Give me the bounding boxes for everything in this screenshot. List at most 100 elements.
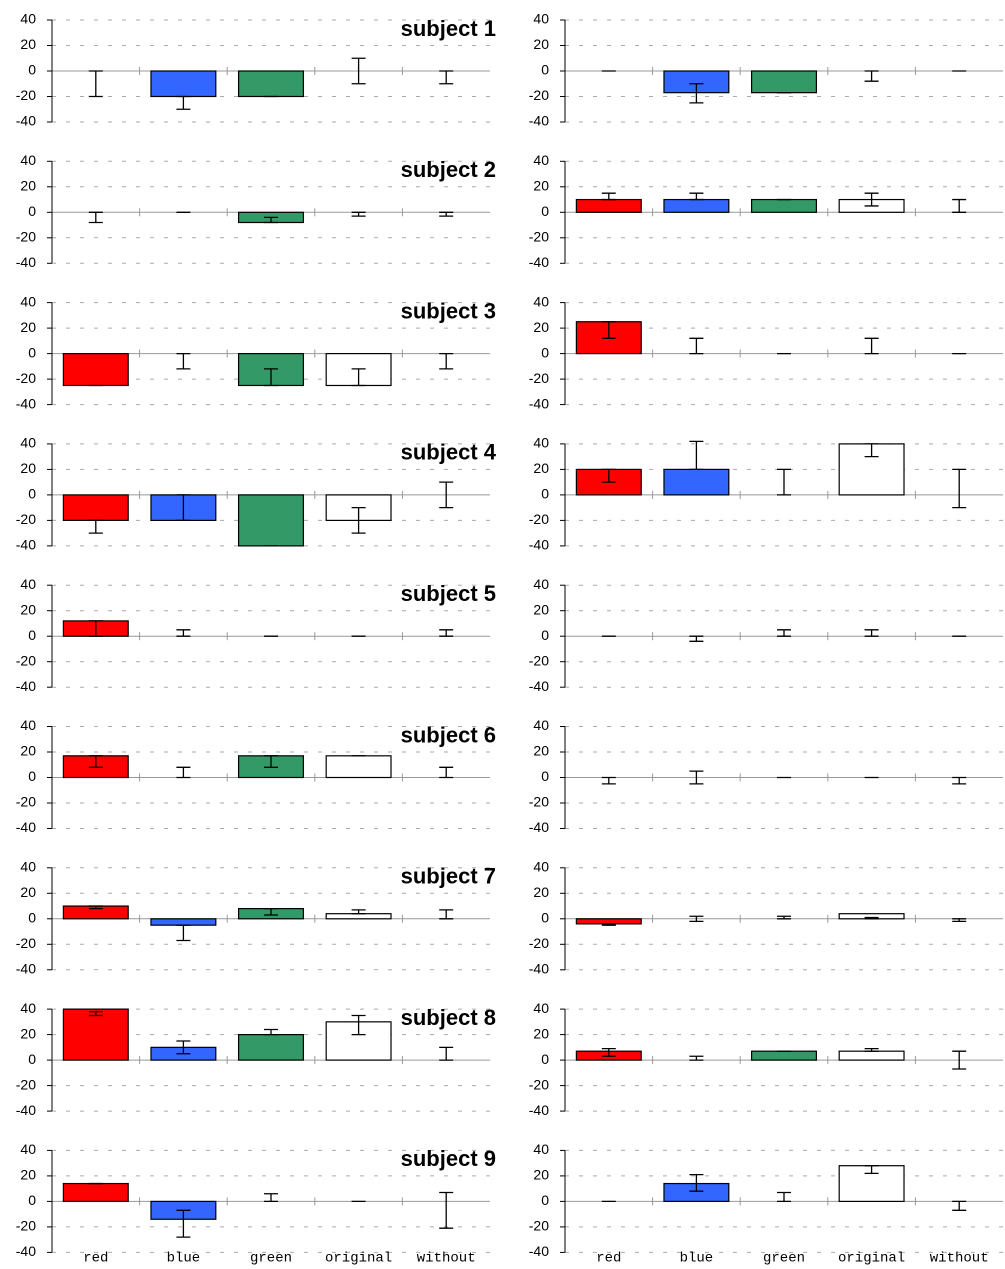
y-tick-label: 20	[533, 884, 549, 900]
error-bar	[777, 468, 791, 496]
y-tick-label: -20	[529, 370, 549, 386]
error-bar	[176, 1209, 191, 1238]
error-bar	[439, 481, 454, 509]
error-bar	[176, 629, 191, 637]
panel-title: subject 2	[401, 157, 496, 182]
panel-title: subject 5	[401, 581, 496, 606]
error-bar	[689, 1173, 704, 1192]
error-bar	[439, 352, 454, 370]
y-tick-label: -20	[16, 87, 36, 103]
y-tick-label: -40	[529, 1243, 549, 1259]
error-bar	[601, 923, 616, 926]
y-tick-label: 40	[533, 859, 549, 875]
error-bar	[439, 1191, 454, 1229]
y-tick-label: -40	[529, 819, 549, 835]
x-tick-label: blue	[680, 1251, 714, 1267]
x-tick-label: without	[417, 1251, 476, 1267]
bar	[750, 70, 818, 94]
y-tick-label: -40	[529, 678, 549, 694]
error-bar	[351, 1014, 366, 1036]
y-tick-label: 0	[28, 62, 36, 78]
y-tick-label: -20	[529, 1076, 549, 1092]
y-tick-label: -40	[16, 113, 36, 129]
y-tick-label: 40	[533, 1141, 549, 1157]
error-bar	[864, 337, 879, 355]
error-bar	[88, 519, 103, 534]
error-bar	[601, 776, 616, 785]
y-tick-label: -40	[529, 113, 549, 129]
error-bar	[176, 924, 191, 942]
y-tick-label: 0	[28, 1051, 36, 1067]
y-tick-label: -20	[529, 652, 549, 668]
y-tick-label: 20	[533, 36, 549, 52]
error-bar	[777, 1191, 791, 1203]
panel-title: subject 1	[401, 16, 496, 41]
y-tick-label: -20	[529, 229, 549, 245]
error-bar	[689, 770, 704, 785]
error-bar	[601, 1047, 616, 1057]
error-bar	[439, 766, 454, 779]
y-tick-label: 20	[533, 1167, 549, 1183]
error-bar	[351, 909, 366, 915]
bar	[663, 198, 730, 213]
bar	[237, 70, 305, 98]
x-tick-label: green	[763, 1251, 805, 1267]
error-bar	[176, 494, 191, 522]
error-bar	[439, 211, 454, 217]
y-tick-label: 20	[533, 319, 549, 335]
bar	[575, 918, 642, 925]
y-tick-label: 20	[20, 460, 36, 476]
error-bar	[88, 755, 103, 768]
y-tick-label: -20	[16, 229, 36, 245]
y-tick-label: -40	[529, 537, 549, 553]
y-tick-label: 20	[533, 743, 549, 759]
x-tick-label: green	[250, 1251, 292, 1267]
error-bar	[264, 1028, 278, 1036]
error-bar	[176, 352, 191, 370]
error-bar	[689, 440, 704, 471]
y-tick-label: 0	[541, 627, 549, 643]
y-tick-label: -40	[16, 395, 36, 411]
x-tick-label: blue	[167, 1251, 201, 1267]
y-tick-label: 0	[541, 768, 549, 784]
error-bar	[689, 192, 704, 201]
error-bar	[351, 211, 366, 217]
bar	[62, 353, 129, 387]
y-tick-label: 40	[20, 11, 36, 27]
y-tick-label: -40	[16, 537, 36, 553]
y-tick-label: 40	[20, 859, 36, 875]
x-tick-label: red	[83, 1251, 108, 1267]
error-bar	[864, 916, 879, 920]
bar	[750, 1050, 818, 1061]
bar	[750, 198, 818, 213]
y-tick-label: -40	[16, 1243, 36, 1259]
y-tick-label: 40	[20, 717, 36, 733]
error-bar	[952, 776, 967, 785]
y-tick-label: 40	[533, 11, 549, 27]
x-tick-label: red	[596, 1251, 621, 1267]
error-bar	[864, 1047, 879, 1052]
y-tick-label: 40	[20, 1000, 36, 1016]
y-tick-label: 0	[28, 768, 36, 784]
y-tick-label: -40	[16, 678, 36, 694]
y-tick-label: -40	[529, 395, 549, 411]
y-tick-label: 40	[20, 1141, 36, 1157]
y-tick-label: 0	[541, 486, 549, 502]
bar	[62, 1182, 129, 1203]
panel-title: subject 6	[401, 722, 496, 747]
error-bar	[864, 192, 879, 207]
bar	[237, 494, 305, 547]
y-tick-label: 0	[541, 203, 549, 219]
error-bar	[689, 915, 704, 922]
error-bar	[88, 620, 103, 637]
y-tick-label: 0	[28, 486, 36, 502]
y-tick-label: -20	[16, 794, 36, 810]
y-tick-label: 20	[20, 319, 36, 335]
y-tick-label: 0	[541, 1192, 549, 1208]
error-bar	[439, 1046, 454, 1061]
error-bar	[777, 629, 791, 637]
panel-title: subject 7	[401, 864, 496, 889]
bar	[150, 918, 217, 926]
